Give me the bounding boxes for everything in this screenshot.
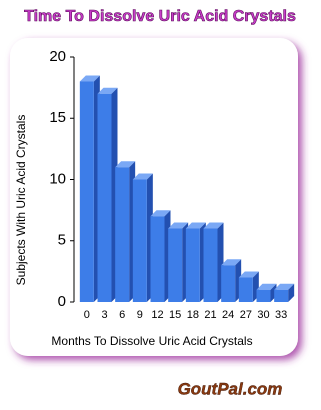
y-tick-label: 10	[49, 170, 66, 187]
bar-top	[185, 222, 206, 229]
x-tick-label: 15	[169, 309, 181, 321]
y-tick-label: 5	[58, 232, 66, 249]
y-axis-title: Subjects With Uric Acid Crystals	[14, 115, 28, 286]
bar-top	[238, 271, 259, 278]
x-tick-label: 24	[222, 309, 234, 321]
chart-title: Time To Dissolve Uric Acid Crystals	[24, 8, 296, 25]
bar-top	[168, 222, 189, 229]
x-tick-label: 9	[137, 309, 143, 321]
bar	[238, 277, 253, 302]
y-tick-label: 15	[49, 109, 66, 126]
bar	[150, 216, 165, 302]
bar	[256, 289, 271, 302]
bar-top	[274, 283, 295, 290]
x-tick-label: 33	[275, 309, 287, 321]
x-axis-title: Months To Dissolve Uric Acid Crystals	[51, 334, 252, 348]
bar	[115, 167, 130, 302]
x-tick-label: 6	[119, 309, 125, 321]
x-tick-label: 3	[101, 309, 107, 321]
bar-top	[79, 75, 100, 82]
x-tick-label: 0	[84, 309, 90, 321]
bar	[168, 228, 183, 302]
x-tick-label: 30	[257, 309, 269, 321]
bar-top	[150, 210, 171, 217]
x-tick-label: 27	[240, 309, 252, 321]
bar-top	[221, 259, 242, 266]
bar	[221, 265, 236, 302]
bar	[185, 228, 200, 302]
bar	[79, 81, 94, 302]
bar	[132, 179, 147, 302]
x-tick-label: 18	[187, 309, 199, 321]
x-tick-label: 21	[204, 309, 216, 321]
y-tick-label: 0	[58, 293, 66, 310]
bar-top	[256, 283, 277, 290]
x-tick-label: 12	[151, 309, 163, 321]
bar-top	[203, 222, 224, 229]
y-tick-label: 20	[49, 48, 66, 65]
bar	[203, 228, 218, 302]
footer-logo: GoutPal.com	[178, 379, 283, 398]
bar	[97, 93, 112, 302]
bar	[274, 289, 289, 302]
bar-top	[132, 173, 153, 180]
bar-top	[97, 87, 118, 94]
bar-side	[288, 283, 295, 302]
bar-top	[115, 161, 136, 168]
